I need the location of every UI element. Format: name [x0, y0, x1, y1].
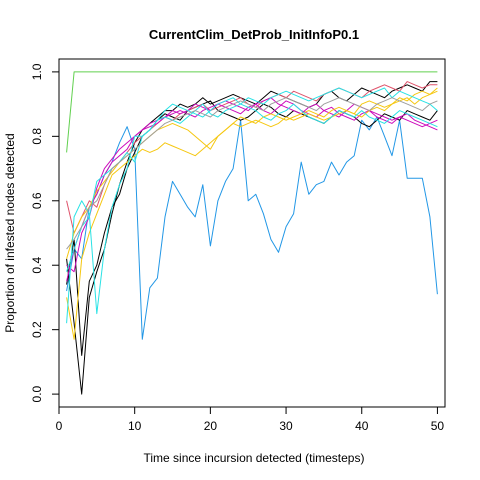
series-layer: [66, 71, 438, 395]
x-tick-label: 30: [279, 419, 293, 433]
plot-frame: [58, 58, 446, 408]
x-tick-label: 50: [431, 419, 445, 433]
y-tick-label: 0.8: [30, 128, 44, 145]
y-tick-label: 1.0: [30, 63, 44, 80]
x-tick-label: 40: [355, 419, 369, 433]
y-axis: 0.0 0.2 0.4 0.6 0.8 1.0: [30, 63, 59, 402]
series-line-5: [66, 81, 438, 234]
series-line-1: [66, 71, 438, 153]
y-axis-label: Proportion of infested nodes detected: [3, 133, 17, 332]
x-tick-label: 10: [128, 419, 142, 433]
y-tick-label: 0.2: [30, 321, 44, 338]
series-line-3: [66, 81, 438, 395]
chart-title: CurrentClim_DetProb_InitInfoP0.1: [149, 27, 359, 42]
series-line-2: [66, 116, 438, 340]
x-tick-label: 20: [204, 419, 218, 433]
y-tick-label: 0.6: [30, 192, 44, 209]
y-tick-label: 0.4: [30, 257, 44, 274]
series-line-10: [66, 87, 438, 324]
x-axis: 0 10 20 30 40 50: [56, 407, 445, 433]
series-line-4: [66, 100, 438, 356]
x-tick-label: 0: [56, 419, 63, 433]
series-line-6: [66, 97, 438, 282]
y-tick-label: 0.0: [30, 385, 44, 402]
series-line-12: [66, 97, 438, 250]
x-axis-label: Time since incursion detected (timesteps…: [144, 451, 365, 465]
